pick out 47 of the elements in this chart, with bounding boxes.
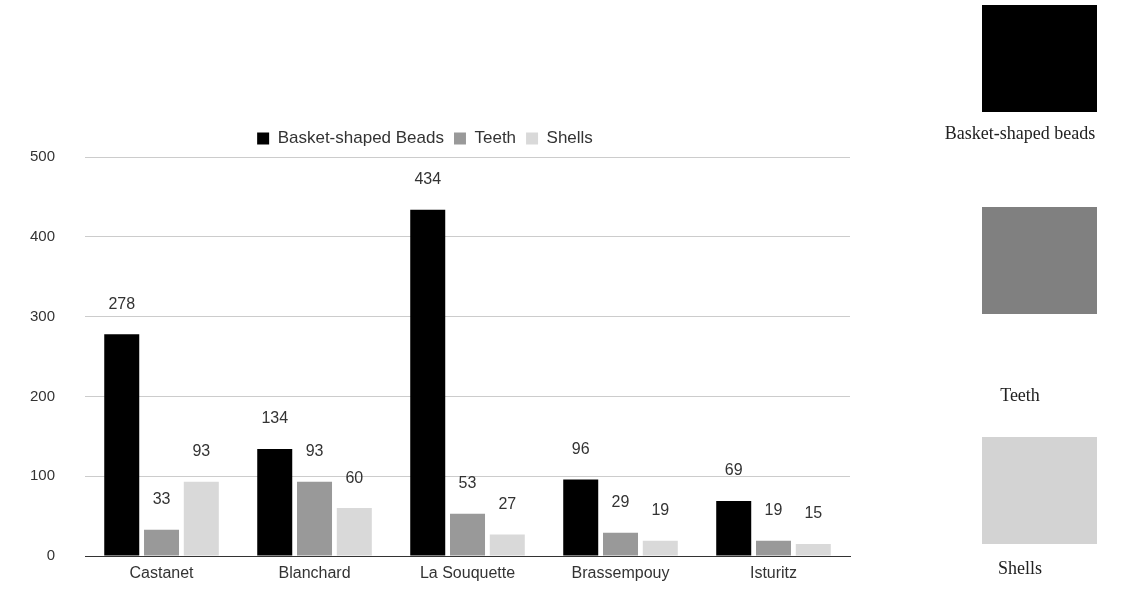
data-label: 27 bbox=[498, 494, 517, 512]
text: Basket-shaped beads bbox=[943, 123, 1097, 144]
data-label: 93 bbox=[192, 442, 211, 460]
x-tick-label: Castanet bbox=[129, 564, 195, 582]
bar bbox=[104, 334, 140, 556]
legend-label: Teeth bbox=[474, 128, 517, 148]
x-tick-label: Brassempouy bbox=[571, 564, 670, 582]
data-label: 434 bbox=[414, 170, 442, 188]
bar bbox=[297, 481, 333, 556]
y-tick-label: 0 bbox=[46, 546, 56, 564]
text: Teeth bbox=[999, 385, 1041, 406]
text: Shells bbox=[997, 558, 1043, 579]
data-label: 19 bbox=[651, 501, 670, 519]
x-tick-label: Isturitz bbox=[749, 564, 798, 582]
data-label: 96 bbox=[571, 439, 590, 457]
data-label: 33 bbox=[152, 490, 171, 508]
bar bbox=[642, 540, 678, 556]
x-tick-label: Blanchard bbox=[278, 564, 351, 582]
y-tick-label: 100 bbox=[30, 466, 56, 484]
y-tick-label: 400 bbox=[30, 226, 56, 244]
bar bbox=[410, 209, 446, 556]
bar bbox=[756, 540, 792, 556]
data-label: 15 bbox=[804, 504, 823, 522]
bar bbox=[257, 449, 293, 556]
y-tick-label: 200 bbox=[30, 386, 56, 404]
legend-label: Basket-shaped Beads bbox=[277, 128, 444, 148]
bar bbox=[603, 532, 639, 556]
bar bbox=[144, 529, 180, 556]
y-tick-label: 500 bbox=[30, 147, 56, 165]
legend-label: Shells bbox=[546, 128, 593, 148]
bar bbox=[563, 479, 599, 556]
bar bbox=[716, 500, 752, 556]
data-label: 60 bbox=[345, 468, 364, 486]
data-label: 69 bbox=[724, 461, 743, 479]
y-tick-label: 300 bbox=[30, 306, 56, 324]
bar bbox=[450, 513, 486, 556]
data-label: 134 bbox=[261, 409, 289, 427]
data-label: 93 bbox=[305, 442, 324, 460]
bar bbox=[183, 481, 219, 556]
data-label: 19 bbox=[764, 501, 783, 519]
bar bbox=[336, 508, 372, 556]
data-label: 278 bbox=[108, 294, 136, 312]
data-label: 29 bbox=[611, 493, 630, 511]
x-tick-label: La Souquette bbox=[419, 564, 516, 582]
bar bbox=[795, 544, 831, 556]
bar bbox=[489, 534, 525, 556]
data-label: 53 bbox=[458, 474, 477, 492]
